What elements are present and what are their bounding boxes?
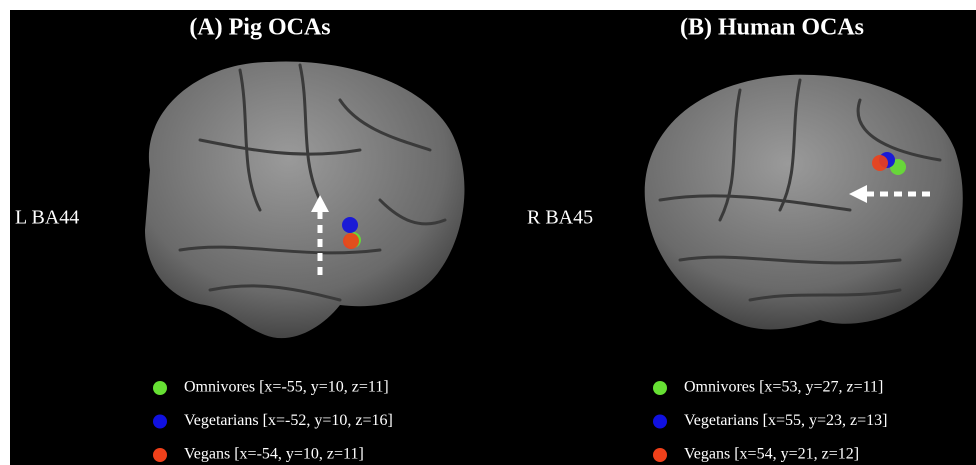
region-label: L BA44 <box>15 207 79 229</box>
legend-dot <box>653 414 667 429</box>
legend-label: Omnivores [x=-55, y=10, z=11] <box>184 379 389 396</box>
region-label: R BA45 <box>527 207 593 229</box>
activation-dot <box>343 233 359 249</box>
legend-dot <box>153 381 167 395</box>
brain-left <box>145 61 465 339</box>
legend-dot <box>153 448 167 462</box>
legend-label: Vegans [x=54, y=21, z=12] <box>684 446 859 463</box>
legend-label: Omnivores [x=53, y=27, z=11] <box>684 379 883 396</box>
arrow-left <box>849 185 930 203</box>
activation-dot <box>342 217 358 233</box>
activation-dot <box>872 155 888 171</box>
panel-title: (A) Pig OCAs <box>189 15 330 41</box>
legend-dot <box>653 448 667 462</box>
legend-label: Vegetarians [x=55, y=23, z=13] <box>684 412 887 429</box>
legend-dot <box>653 381 667 395</box>
brain-right <box>644 74 963 330</box>
panel-title: (B) Human OCAs <box>680 15 864 41</box>
legend-dot <box>153 414 167 429</box>
legend-label: Vegans [x=-54, y=10, z=11] <box>184 446 364 463</box>
legend-label: Vegetarians [x=-52, y=10, z=16] <box>184 412 393 429</box>
arrow-up <box>311 195 329 275</box>
